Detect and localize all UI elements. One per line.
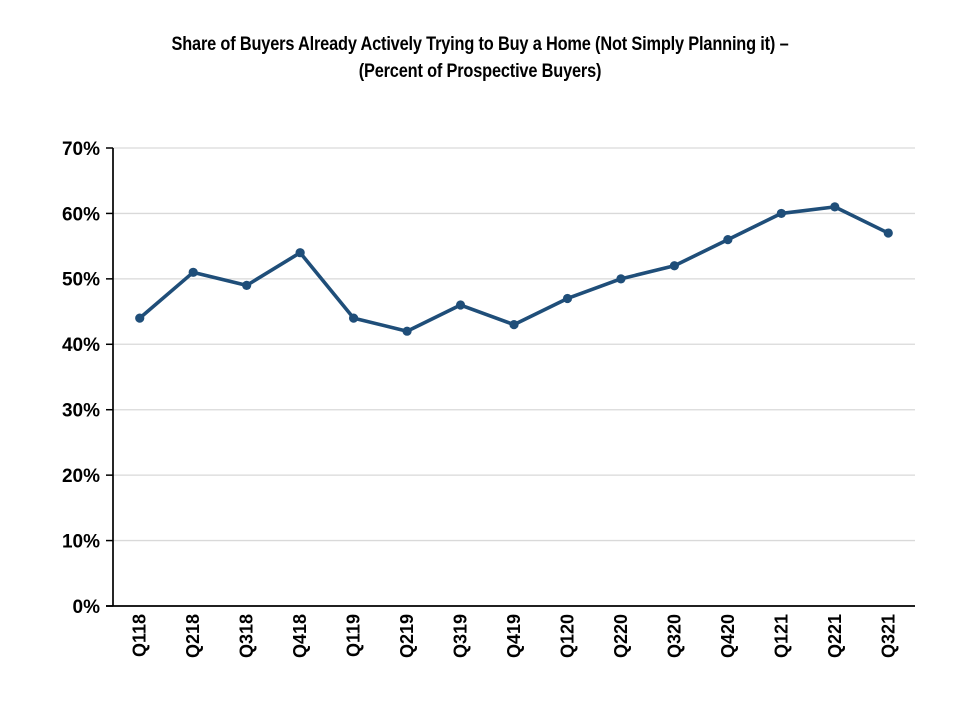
data-point bbox=[188, 267, 198, 277]
x-axis-label: Q320 bbox=[664, 614, 684, 658]
x-axis-label: Q321 bbox=[878, 614, 898, 658]
x-axis-label: Q419 bbox=[504, 614, 524, 658]
chart-title-line-2: (Percent of Prospective Buyers) bbox=[358, 61, 602, 82]
data-line bbox=[137, 205, 891, 334]
data-point bbox=[242, 280, 252, 290]
chart-title-line-1: Share of Buyers Already Actively Trying … bbox=[171, 34, 789, 55]
data-point bbox=[349, 313, 359, 323]
x-axis-label: Q121 bbox=[771, 614, 791, 658]
y-axis-label: 20% bbox=[62, 466, 100, 487]
y-axis-label: 10% bbox=[62, 531, 100, 552]
data-point bbox=[455, 300, 466, 310]
x-axis-label: Q318 bbox=[237, 614, 257, 658]
chart-title: Share of Buyers Already Actively Trying … bbox=[67, 31, 893, 85]
data-point bbox=[562, 293, 573, 304]
data-point bbox=[616, 274, 626, 284]
x-axis-label: Q119 bbox=[344, 614, 364, 657]
x-axis-label: Q221 bbox=[825, 614, 845, 658]
data-point bbox=[830, 202, 840, 212]
data-point bbox=[295, 248, 305, 258]
data-point bbox=[723, 235, 733, 245]
x-axis-label: Q118 bbox=[130, 614, 150, 657]
y-axis-label: 30% bbox=[62, 401, 100, 422]
data-point bbox=[776, 208, 786, 219]
y-axis-label: 50% bbox=[62, 270, 100, 291]
y-axis-label: 70% bbox=[62, 139, 100, 160]
data-point bbox=[509, 320, 519, 330]
y-axis-label: 0% bbox=[73, 597, 101, 618]
data-point bbox=[135, 313, 145, 323]
y-axis-label: 60% bbox=[62, 204, 100, 225]
x-axis-label: Q120 bbox=[557, 614, 577, 658]
y-axis-label: 40% bbox=[62, 335, 100, 356]
data-point bbox=[402, 326, 412, 336]
x-axis-label: Q420 bbox=[718, 614, 738, 658]
x-axis-label: Q220 bbox=[611, 614, 631, 658]
x-axis-label: Q219 bbox=[397, 614, 417, 658]
x-axis-label: Q218 bbox=[183, 614, 203, 658]
x-axis-label: Q418 bbox=[290, 614, 310, 658]
data-point bbox=[883, 228, 893, 238]
data-point bbox=[669, 261, 680, 271]
x-axis-label: Q319 bbox=[451, 614, 471, 658]
